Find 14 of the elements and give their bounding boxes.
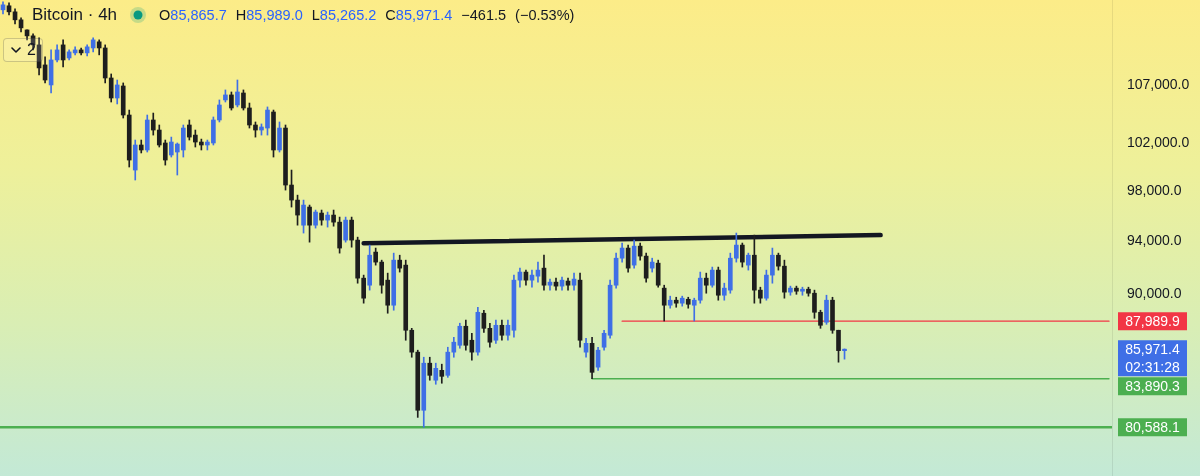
y-tick-label: 107,000.0	[1127, 75, 1190, 92]
y-tick-label: 98,000.0	[1127, 181, 1182, 198]
toggle-button: 2	[3, 38, 43, 62]
y-tick-label: 94,000.0	[1127, 232, 1182, 249]
text: 02:31:28	[1125, 359, 1180, 376]
chart-title: Bitcoin · 4h	[32, 5, 118, 25]
series-label: 87,989.9	[1125, 313, 1180, 330]
y-tick-label: 102,000.0	[1127, 133, 1190, 150]
text: O85,865.7 H85,989.0 L85,265.2 C85,971.4 −461.5 (−0.53%)	[159, 7, 575, 23]
text: 85,971.4	[1125, 341, 1180, 358]
ref-line-label: 80,588.1	[1125, 419, 1180, 436]
y-tick-label: 90,000.0	[1127, 284, 1182, 301]
series-label: 83,890.3	[1125, 378, 1180, 395]
annotation: 2	[27, 41, 36, 59]
